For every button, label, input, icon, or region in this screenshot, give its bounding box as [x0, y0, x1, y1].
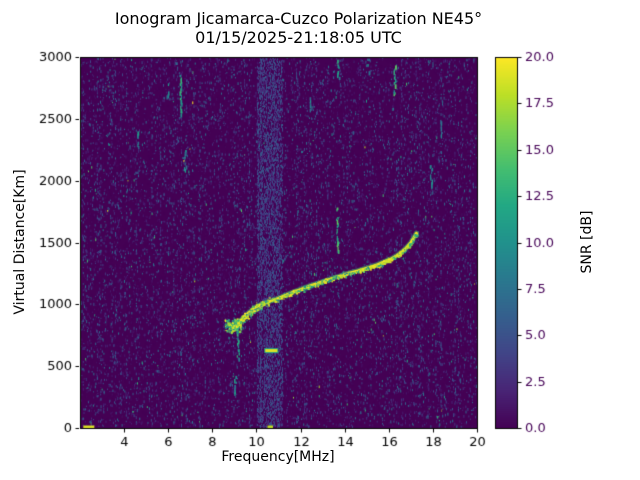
- chart-title: Ionogram Jicamarca-Cuzco Polarization NE…: [114, 9, 483, 28]
- colorbar-label: SNR [dB]: [579, 210, 595, 274]
- x-axis-label: Frequency[MHz]: [221, 449, 335, 465]
- chart-subtitle: 01/15/2025-21:18:05 UTC: [195, 28, 402, 47]
- title-block: Ionogram Jicamarca-Cuzco Polarization NE…: [80, 9, 517, 47]
- y-axis-label: Virtual Distance[Km]: [12, 169, 28, 315]
